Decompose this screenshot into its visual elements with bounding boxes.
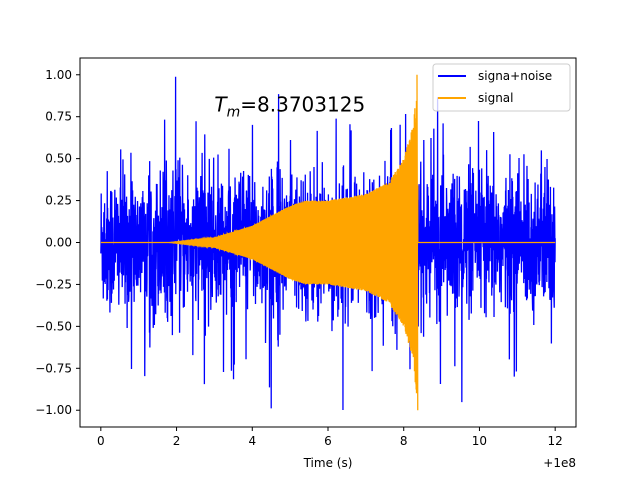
legend-label-signal-noise: signa+noise bbox=[478, 69, 552, 83]
x-axis-label: Time (s) bbox=[303, 456, 353, 470]
x-axis: 0 2 4 6 8 10 12 bbox=[97, 427, 563, 448]
x-tick-label: 2 bbox=[173, 434, 181, 448]
y-tick-label: 0.75 bbox=[45, 110, 72, 124]
x-tick-label: 12 bbox=[548, 434, 563, 448]
annotation-subscript: m bbox=[227, 105, 241, 121]
legend-box bbox=[432, 63, 571, 112]
legend-label-signal: signal bbox=[478, 91, 514, 105]
y-axis: −1.00 −0.75 −0.50 −0.25 0.00 0.25 0.50 0.75 1.00 bbox=[35, 68, 80, 417]
y-tick-label: −1.00 bbox=[35, 403, 72, 417]
y-tick-label: −0.75 bbox=[35, 361, 72, 375]
x-tick-label: 0 bbox=[97, 434, 105, 448]
legend: signa+noise signal bbox=[432, 63, 571, 112]
x-tick-label: 6 bbox=[324, 434, 332, 448]
series-signal-line bbox=[100, 74, 556, 411]
plot-area bbox=[100, 74, 556, 411]
annotation-value: =8.3703125 bbox=[240, 93, 365, 117]
merger-time-annotation: Tm=8.3703125 bbox=[214, 93, 365, 121]
y-tick-label: 1.00 bbox=[45, 68, 72, 82]
x-offset-label: +1e8 bbox=[543, 456, 576, 470]
y-tick-label: −0.25 bbox=[35, 277, 72, 291]
y-tick-label: 0.50 bbox=[45, 152, 72, 166]
x-tick-label: 10 bbox=[472, 434, 487, 448]
x-tick-label: 8 bbox=[400, 434, 408, 448]
x-tick-label: 4 bbox=[248, 434, 256, 448]
annotation-symbol: T bbox=[214, 93, 228, 117]
y-tick-label: −0.50 bbox=[35, 319, 72, 333]
y-tick-label: 0.00 bbox=[45, 236, 72, 250]
y-tick-label: 0.25 bbox=[45, 194, 72, 208]
